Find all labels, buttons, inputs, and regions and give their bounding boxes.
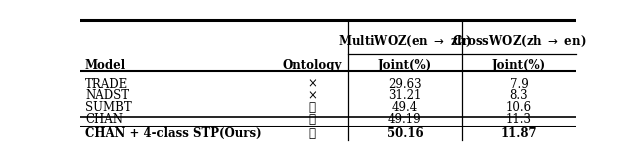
Text: CHAN + 4-class STP(Ours): CHAN + 4-class STP(Ours) [85, 127, 262, 140]
Text: TRADE: TRADE [85, 78, 128, 91]
Text: ×: × [307, 78, 317, 91]
Text: 8.3: 8.3 [509, 89, 528, 102]
Text: Joint(%): Joint(%) [492, 59, 546, 72]
Text: MultiWOZ(en $\rightarrow$ zh): MultiWOZ(en $\rightarrow$ zh) [338, 34, 472, 49]
Text: NADST: NADST [85, 89, 129, 102]
Text: 31.21: 31.21 [388, 89, 422, 102]
Text: 50.16: 50.16 [387, 127, 423, 140]
Text: 7.9: 7.9 [509, 78, 529, 91]
Text: CrossWOZ(zh $\rightarrow$ en): CrossWOZ(zh $\rightarrow$ en) [452, 34, 586, 49]
Text: 29.63: 29.63 [388, 78, 422, 91]
Text: 49.4: 49.4 [392, 101, 418, 114]
Text: Ontology: Ontology [282, 59, 342, 72]
Text: Joint(%): Joint(%) [378, 59, 432, 72]
Text: 10.6: 10.6 [506, 101, 532, 114]
Text: CHAN: CHAN [85, 113, 123, 126]
Text: ×: × [307, 89, 317, 102]
Text: 11.87: 11.87 [500, 127, 537, 140]
Text: 49.19: 49.19 [388, 113, 422, 126]
Text: ✓: ✓ [308, 127, 316, 140]
Text: ✓: ✓ [308, 101, 316, 114]
Text: ✓: ✓ [308, 113, 316, 126]
Text: Model: Model [85, 59, 126, 72]
Text: 11.3: 11.3 [506, 113, 532, 126]
Text: SUMBT: SUMBT [85, 101, 132, 114]
